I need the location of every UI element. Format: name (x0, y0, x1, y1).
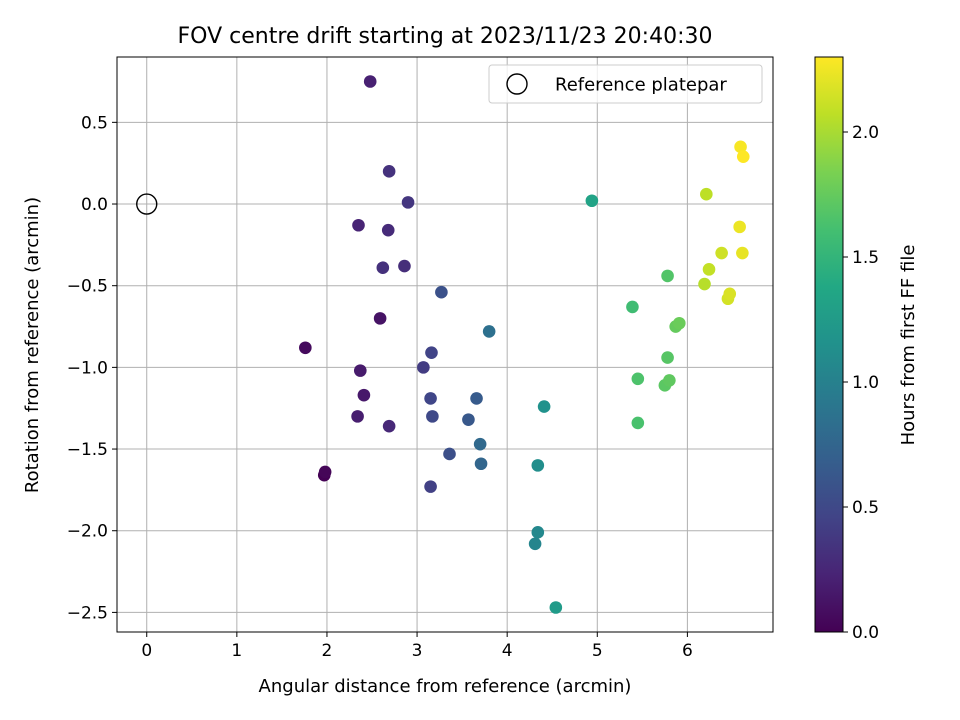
x-axis-label: Angular distance from reference (arcmin) (259, 676, 632, 697)
legend-label: Reference platepar (555, 75, 727, 96)
data-point (661, 269, 674, 283)
data-point (424, 392, 437, 405)
y-tick-label: −1.0 (67, 358, 108, 378)
data-point (733, 220, 746, 234)
data-point (426, 410, 439, 423)
reference-marker (136, 193, 158, 215)
data-point (381, 223, 395, 237)
data-point (299, 341, 312, 355)
x-tick-label: 3 (412, 641, 423, 661)
data-point (352, 218, 365, 232)
data-point (417, 361, 430, 374)
data-point (435, 285, 448, 299)
data-point (474, 457, 488, 471)
data-point (531, 459, 545, 472)
data-point (443, 447, 456, 461)
plot-frame (116, 56, 774, 633)
data-point (318, 465, 332, 479)
y-tick-label: 0.0 (81, 195, 108, 215)
colorbar-ticks: 0.0 0.5 1.0 1.5 2.0 (843, 123, 879, 643)
data-point (382, 165, 396, 178)
data-point (661, 351, 674, 364)
x-tick-label: 1 (231, 641, 242, 661)
data-point (631, 372, 645, 386)
x-axis-ticks: 0 1 2 3 4 5 6 (141, 632, 693, 661)
data-point (585, 194, 599, 208)
data-point (537, 400, 551, 413)
chart-title: FOV centre drift starting at 2023/11/23 … (178, 24, 713, 49)
data-point (626, 300, 639, 314)
data-point (363, 75, 377, 88)
colorbar-label: Hours from first FF file (898, 245, 919, 446)
data-point (462, 413, 475, 426)
data-point (473, 437, 487, 451)
data-point (663, 374, 676, 387)
data-point (401, 196, 415, 209)
x-tick-label: 6 (682, 641, 693, 661)
y-axis-ticks: −2.5 −2.0 −1.5 −1.0 −0.5 0.0 0.5 (67, 113, 117, 623)
legend-marker-open-circle (506, 73, 528, 95)
data-point (736, 150, 750, 163)
data-point (549, 601, 563, 614)
colorbar-tick-label: 1.5 (852, 248, 879, 268)
data-point (424, 480, 437, 493)
y-tick-label: −2.5 (67, 603, 108, 623)
data-point (531, 526, 545, 539)
data-point (734, 140, 747, 154)
data-points (299, 75, 750, 614)
reference-point (136, 193, 158, 215)
data-point (470, 392, 483, 405)
colorbar (814, 56, 844, 633)
y-axis-label: Rotation from reference (arcmin) (22, 197, 43, 493)
data-point (631, 416, 645, 430)
data-point (702, 263, 716, 276)
data-point (528, 537, 542, 551)
x-tick-label: 4 (502, 641, 513, 661)
data-point (698, 277, 711, 291)
colorbar-tick-label: 0.0 (852, 623, 879, 643)
legend-box (488, 64, 763, 104)
data-point (482, 325, 496, 338)
data-point (425, 346, 438, 359)
data-point (398, 259, 411, 273)
y-tick-label: −1.5 (67, 440, 108, 460)
data-point (672, 316, 686, 330)
data-point (353, 364, 367, 377)
data-point (736, 246, 749, 260)
x-tick-label: 5 (592, 641, 603, 661)
x-tick-label: 0 (141, 641, 152, 661)
legend: Reference platepar (488, 64, 763, 104)
colorbar-tick-label: 1.0 (852, 373, 879, 393)
data-point (351, 410, 364, 423)
data-point (357, 388, 371, 402)
x-tick-label: 2 (322, 641, 333, 661)
y-tick-label: −2.0 (67, 522, 108, 542)
data-point (715, 246, 728, 260)
grid-lines (117, 57, 773, 632)
data-point (376, 261, 390, 275)
colorbar-tick-label: 2.0 (852, 123, 879, 143)
data-point (723, 287, 737, 301)
y-tick-label: −0.5 (67, 277, 108, 297)
colorbar-tick-label: 0.5 (852, 498, 879, 518)
data-point (700, 187, 713, 201)
data-point (382, 419, 396, 433)
y-tick-label: 0.5 (81, 113, 108, 133)
data-point (373, 312, 387, 325)
